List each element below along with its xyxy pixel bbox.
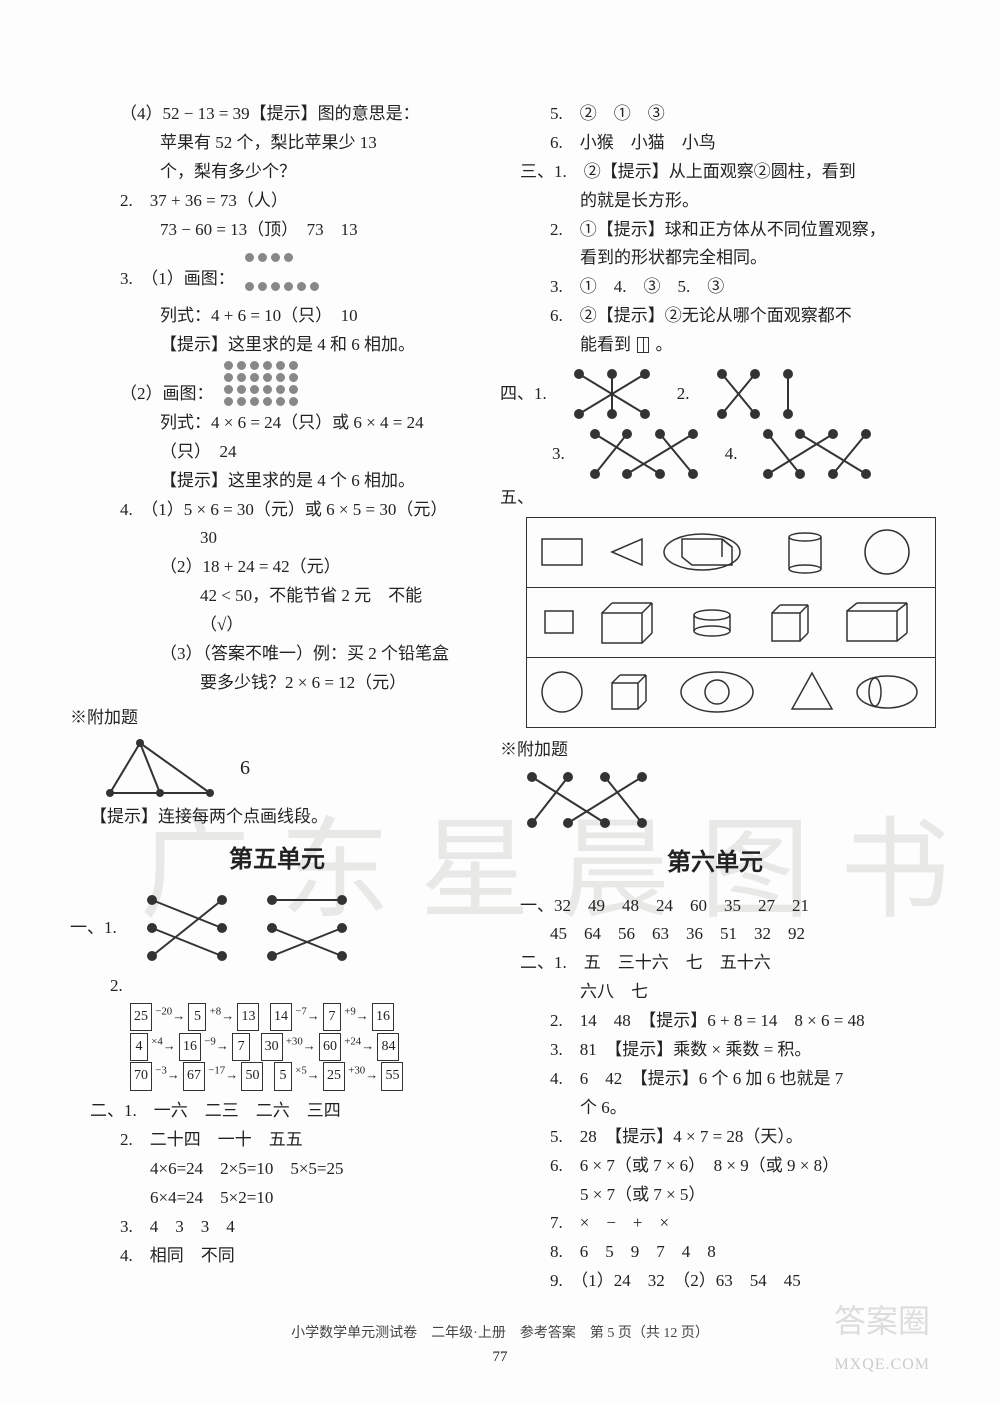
text: 4. （1）5 × 6 = 30（元）或 6 × 5 = 30（元） xyxy=(70,496,484,525)
text: 2. ①【提示】球和正方体从不同位置观察， xyxy=(500,216,930,245)
label: 2. xyxy=(677,380,690,409)
text: 6×4=24 5×2=10 xyxy=(70,1184,484,1213)
text: （只） 24 xyxy=(70,438,484,467)
text: 苹果有 52 个，梨比苹果少 13 xyxy=(70,129,484,158)
text: 【提示】这里求的是 4 个 6 相加。 xyxy=(70,467,484,496)
text: 45 64 56 63 36 51 32 92 xyxy=(500,920,930,949)
match-diagram xyxy=(585,424,705,484)
unit5-title: 第五单元 xyxy=(70,840,484,881)
label: 3. （1）画图： xyxy=(120,269,235,288)
text: 4×6=24 2×5=10 5×5=25 xyxy=(70,1155,484,1184)
text: 三、1. ②【提示】从上面观察②圆柱，看到 xyxy=(500,158,930,187)
match-diagram xyxy=(758,424,878,484)
text: 6. 小猴 小猫 小鸟 xyxy=(500,129,930,158)
label: 4. xyxy=(725,440,738,469)
text: 二、1. 五 三十六 七 五十六 xyxy=(500,949,930,978)
text: 2. 14 48 【提示】6 + 8 = 14 8 × 6 = 48 xyxy=(500,1007,930,1036)
text: 4. 6 42 【提示】6 个 6 加 6 也就是 7 xyxy=(500,1065,930,1094)
unit6-title: 第六单元 xyxy=(500,843,930,884)
text: 5 × 7（或 7 × 5） xyxy=(500,1181,930,1210)
shapes-row xyxy=(527,519,933,585)
text: 42 < 50，不能节省 2 元 不能 xyxy=(70,582,484,611)
right-column: 5. ② ① ③ 6. 小猴 小猫 小鸟 三、1. ②【提示】从上面观察②圆柱，… xyxy=(500,100,930,1296)
left-column: （4）52 − 13 = 39【提示】图的意思是： 苹果有 52 个，梨比苹果少… xyxy=(70,100,484,1296)
text: 4. 相同 不同 xyxy=(70,1242,484,1271)
match-diagram xyxy=(137,888,237,968)
hint: 【提示】连接每两个点画线段。 xyxy=(70,803,484,832)
text: （4）52 − 13 = 39【提示】图的意思是： xyxy=(70,100,484,129)
text: 3. ① 4. ③ 5. ③ xyxy=(500,273,930,302)
match-diagram xyxy=(710,364,800,424)
label: 四、1. xyxy=(500,380,547,409)
label: （2）画图： xyxy=(120,384,214,403)
text: （2）18 + 24 = 42（元） xyxy=(70,553,484,582)
watermark-corner: 答案圈 xyxy=(834,1296,930,1342)
text: 3. 4 3 3 4 xyxy=(70,1213,484,1242)
text: 要多少钱？2 × 6 = 12（元） xyxy=(70,669,484,698)
text: 列式：4 × 6 = 24（只）或 6 × 4 = 24 xyxy=(70,409,484,438)
label: 。 xyxy=(656,335,673,354)
shapes-row xyxy=(527,589,933,655)
extra-title: ※附加题 xyxy=(500,736,930,765)
dot-diagram xyxy=(243,244,321,302)
text: 2. 二十四 一十 五五 xyxy=(70,1126,484,1155)
text: 5. ② ① ③ xyxy=(500,100,930,129)
text: （2）画图： xyxy=(70,360,484,409)
text: 6. 6 × 7（或 7 × 6） 8 × 9（或 9 × 8） xyxy=(500,1152,930,1181)
label: 2. xyxy=(70,972,484,1001)
match-diagram xyxy=(567,364,657,424)
text: 一、32 49 48 24 60 35 27 21 xyxy=(500,892,930,921)
shapes-table xyxy=(526,517,936,728)
text: 2. 37 + 36 = 73（人） xyxy=(70,187,484,216)
text: 个，梨有多少个？ xyxy=(70,158,484,187)
watermark-url: MXQE.COM xyxy=(834,1356,930,1374)
label: 能看到 xyxy=(580,335,631,354)
text: 看到的形状都完全相同。 xyxy=(500,244,930,273)
text: 8. 6 5 9 7 4 8 xyxy=(500,1238,930,1267)
shape-icon xyxy=(637,337,649,353)
text: 六八 七 xyxy=(500,978,930,1007)
text: 3. 81 【提示】乘数 × 乘数 = 积。 xyxy=(500,1036,930,1065)
text: 6. ②【提示】②无论从哪个面观察都不 xyxy=(500,302,930,331)
text: 3. （1）画图： xyxy=(70,244,484,302)
extra-title: ※附加题 xyxy=(70,704,484,733)
text: 5. 28 【提示】4 × 7 = 28（天）。 xyxy=(500,1123,930,1152)
label: 五、 xyxy=(500,484,930,513)
triangle-answer: 6 xyxy=(240,751,250,785)
match-diagram xyxy=(257,888,357,968)
text: 7. × − + × xyxy=(500,1209,930,1238)
text: 个 6。 xyxy=(500,1094,930,1123)
text: 30 xyxy=(70,524,484,553)
text: 73 − 60 = 13（顶） 73 13 xyxy=(70,216,484,245)
text: 的就是长方形。 xyxy=(500,187,930,216)
text: （3）（答案不唯一）例：买 2 个铅笔盒 xyxy=(70,640,484,669)
text: 二、1. 一六 二三 二六 三四 xyxy=(70,1097,484,1126)
text: 能看到 。 xyxy=(500,331,930,360)
text: 【提示】这里求的是 4 和 6 相加。 xyxy=(70,331,484,360)
shapes-row xyxy=(527,659,933,725)
page-columns: （4）52 − 13 = 39【提示】图的意思是： 苹果有 52 个，梨比苹果少… xyxy=(0,0,1000,1336)
label: 3. xyxy=(552,440,565,469)
text: 9. （1）24 32 （2）63 54 45 xyxy=(500,1267,930,1296)
label: 一、1. xyxy=(70,914,117,943)
flow-chains: 25 −20→ 5 +8→ 13 14 −7→ 7 +9→ 164 ×4→ 16… xyxy=(70,1001,484,1091)
text: 列式：4 + 6 = 10（只） 10 xyxy=(70,302,484,331)
triangle-diagram xyxy=(100,733,220,803)
match-diagram xyxy=(520,765,660,835)
text: （√） xyxy=(70,611,484,640)
dot-diagram xyxy=(222,360,300,408)
